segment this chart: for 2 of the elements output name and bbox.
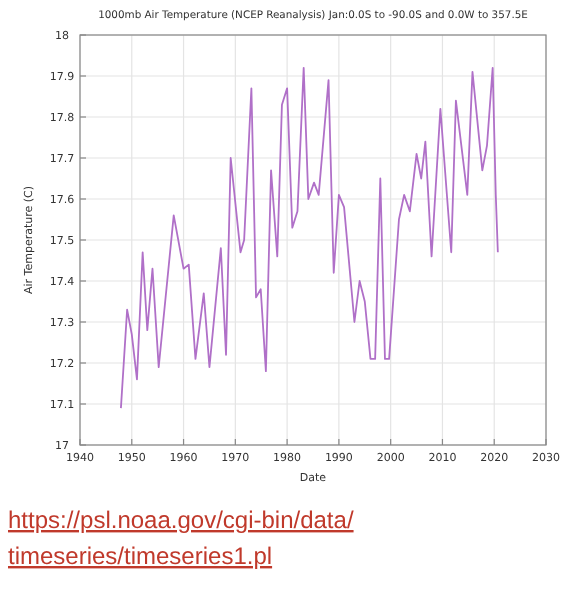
line-series bbox=[120, 66, 499, 409]
text: https://psl.noaa.gov/cgi-bin/data/timeseries/timeseries1.pl bbox=[8, 506, 355, 570]
